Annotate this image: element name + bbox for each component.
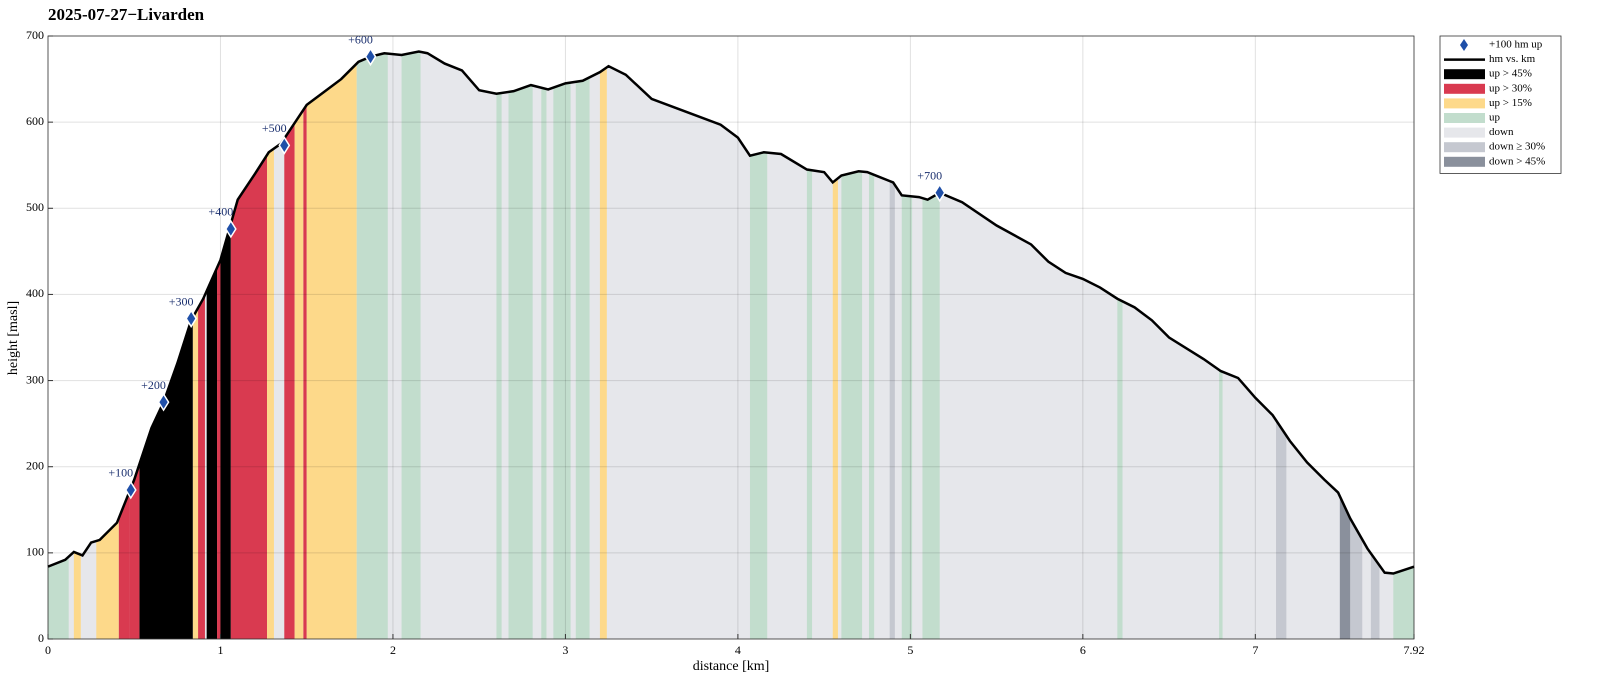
segment-band [541,51,547,639]
segment-band [206,51,218,639]
segment-band [1276,51,1287,639]
legend-label: up [1489,112,1501,124]
x-tick-label: 2 [390,643,396,657]
milestone-marker [224,219,237,239]
y-tick-label: 400 [26,286,44,300]
plot-frame [47,35,1415,640]
y-tick-label: 100 [26,545,44,559]
legend-swatch [1444,83,1485,94]
y-tick-label: 500 [26,200,44,214]
milestone-marker [933,183,946,203]
segment-band [749,51,768,639]
segment-band [220,51,231,639]
segment-band [553,51,571,639]
legend-label: down > 45% [1489,155,1545,167]
segment-band [575,51,590,639]
segment-band [73,51,81,639]
segment-band [901,51,913,639]
y-tick-label: 200 [26,458,44,472]
segment-band [294,51,304,639]
legend-swatch [1444,69,1485,80]
x-tick-label: 3 [562,643,568,657]
segment-band [1350,51,1363,639]
segment-band [832,51,838,639]
legend-label: up > 15% [1489,97,1532,109]
segment-band [1393,51,1414,639]
profile-line [47,50,1415,575]
legend-swatch [1444,156,1485,167]
segment-band [198,51,205,639]
segment-band [889,51,895,639]
x-tick-label: 1 [217,643,223,657]
legend-label: down ≥ 30% [1489,141,1545,153]
segment-band [48,51,69,639]
bands [48,51,1414,639]
legend-swatch [1444,142,1485,153]
x-tick-label: 7 [1252,643,1258,657]
segment-band [599,51,607,639]
segment-band [118,51,130,639]
segment-band [217,51,221,639]
x-tick-label: 0 [45,643,51,657]
legend-swatch [1444,98,1485,109]
legend-label: hm vs. km [1489,53,1536,65]
segment-band [284,51,295,639]
milestone-marker [278,135,291,155]
chart-title: 2025-07-27−Livarden [48,5,205,24]
legend-label: up > 45% [1489,68,1532,80]
segment-band [306,51,357,639]
segment-band [401,51,421,639]
milestone-label: +400 [208,205,233,219]
legend-label: +100 hm up [1489,39,1543,51]
segment-band [806,51,813,639]
segment-band [129,51,140,639]
milestone-label: +600 [348,32,373,46]
milestone-label: +500 [262,121,287,135]
x-axis-label: distance [km] [693,659,770,674]
x-tick-label: 4 [735,643,741,657]
y-tick-label: 600 [26,114,44,128]
segment-band [1370,51,1380,639]
segment-band [496,51,502,639]
segment-band [303,51,307,639]
segment-band [1339,51,1351,639]
segment-band [1117,51,1123,639]
milestone-marker [124,480,137,500]
milestone-label: +300 [169,294,194,308]
segment-band [1219,51,1223,639]
y-axis-label: height [masl] [6,301,21,375]
x-tick-label: 7.92 [1404,643,1425,657]
y-tick-label: 300 [26,372,44,386]
segment-band [356,51,388,639]
segment-band [922,51,940,639]
legend-label: down [1489,126,1514,138]
legend-marker [1460,39,1468,51]
x-tick-label: 6 [1080,643,1086,657]
segment-band [96,51,119,639]
y-tick-label: 700 [26,28,44,42]
milestone-label: +700 [917,169,942,183]
milestone-label: +200 [141,378,166,392]
segment-band [868,51,875,639]
milestone-marker [364,47,377,67]
legend-label: up > 30% [1489,82,1532,94]
segment-band [267,51,274,639]
legend-swatch [1444,127,1485,138]
segment-band [508,51,533,639]
segment-band [192,51,199,639]
milestone-marker [157,392,170,412]
milestone-label: +100 [108,466,133,480]
y-tick-label: 0 [38,631,44,645]
legend-swatch [1444,113,1485,123]
milestone-marker [185,309,198,328]
x-tick-label: 5 [907,643,913,657]
segment-band [841,51,863,639]
